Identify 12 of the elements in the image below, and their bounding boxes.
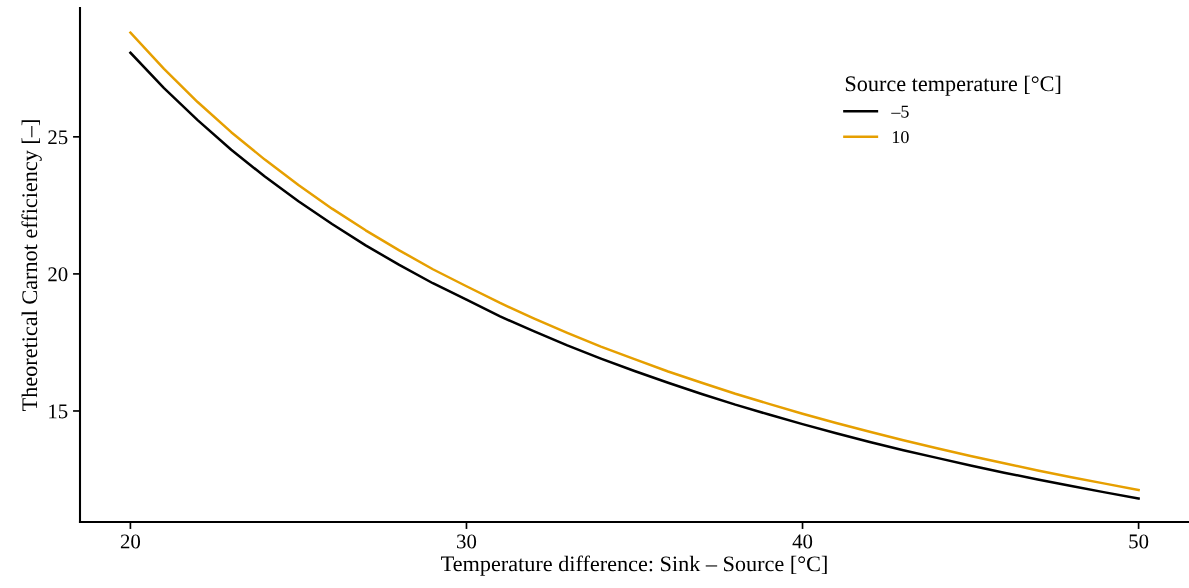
x-tick-label: 50 [1129,534,1149,549]
legend-title: Source temperature [°C] [845,75,1061,96]
y-tick-label: 25 [48,130,68,145]
y-tick-label: 20 [48,267,68,282]
x-tick-label: 30 [457,534,477,549]
x-axis-title: Temperature difference: Sink – Source [°C] [441,555,827,576]
legend-label: –5 [891,105,909,118]
x-tick-label: 40 [792,534,813,549]
x-tick-label: 20 [120,534,141,549]
legend-label: 10 [892,130,909,144]
y-tick-label: 15 [49,404,68,419]
y-axis-title: Theoretical Carnot efficiency [–] [21,120,42,411]
